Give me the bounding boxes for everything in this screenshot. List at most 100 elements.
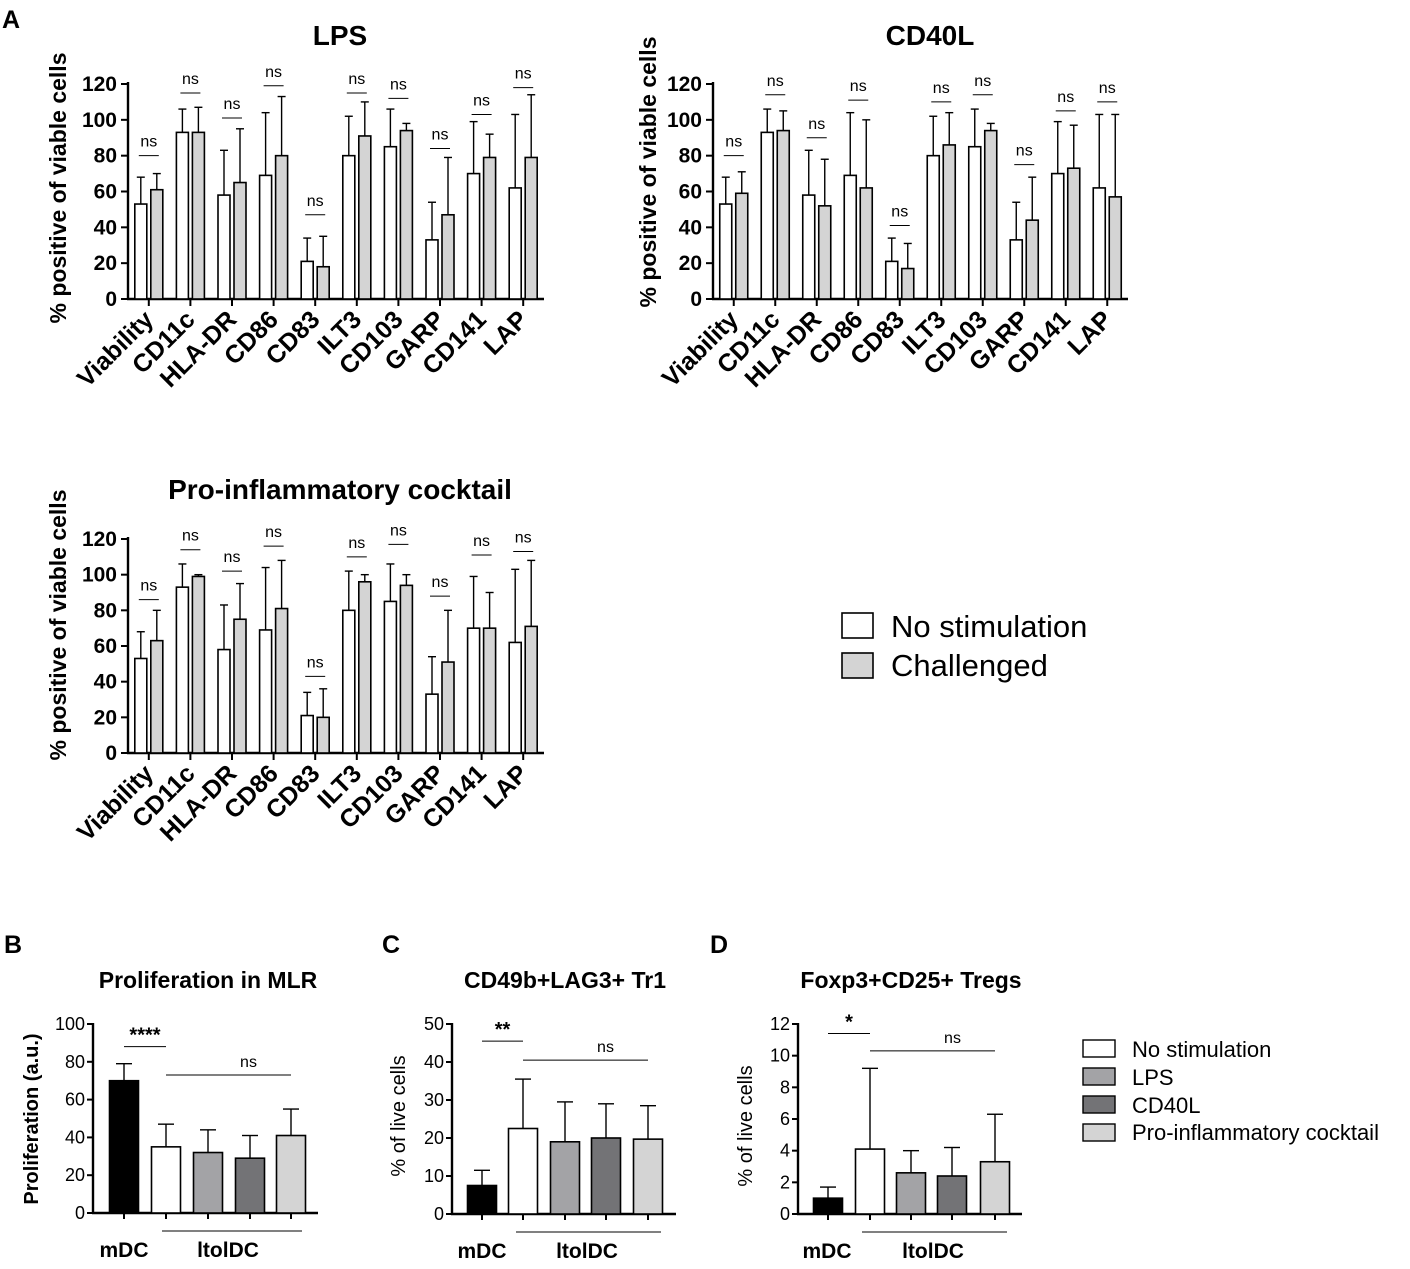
bar [108, 1079, 140, 1214]
y-tick-label: 20 [424, 1128, 444, 1148]
bar [1050, 172, 1065, 300]
y-tick-label: 0 [105, 742, 117, 765]
chart-pro-inflammatory: Pro-inflammatory cocktail % positive of v… [45, 474, 544, 847]
chart-proliferation: Proliferation in MLR Proliferation (a.u.)… [21, 967, 318, 1262]
x-tick-label: LAP [1062, 305, 1117, 360]
y-axis-label: % positive of viable cells [635, 37, 661, 308]
chart-lps: LPS % positive of viable cells 0 20 40 60 80 10… [45, 20, 544, 393]
bar [441, 213, 455, 300]
bar [233, 618, 247, 754]
significance-label: ns [974, 73, 991, 90]
bar [258, 174, 273, 300]
bar [936, 1175, 968, 1215]
bar [1108, 196, 1123, 300]
significance-label: **** [129, 1025, 160, 1047]
significance-label: ns [515, 66, 532, 83]
legend-bcd-label-no-stimulation: No stimulation [1132, 1037, 1271, 1062]
x-tick-label: LAP [478, 305, 533, 360]
significance-label: ns [140, 578, 157, 595]
significance-label: * [845, 1012, 853, 1034]
y-tick-label: 60 [94, 635, 117, 658]
y-tick-label: 2 [780, 1172, 790, 1192]
significance-label: ns [348, 535, 365, 552]
significance-label: ns [432, 574, 449, 591]
bar [801, 194, 816, 300]
significance-label: ns [224, 96, 241, 113]
chart-tregs: Foxp3+CD25+ Tregs % of live cells 0 2 4 6 8 10 1… [735, 967, 1022, 1263]
x-tick-label: LAP [478, 759, 533, 814]
y-tick-label: 10 [424, 1166, 444, 1186]
group-label-mdc: mDC [99, 1239, 148, 1262]
bar [357, 580, 372, 754]
significance-label: ns [240, 1054, 257, 1071]
y-tick-label: 100 [82, 564, 117, 587]
significance-label: ns [265, 524, 282, 541]
panel-letter-d: D [710, 931, 728, 959]
significance-label: ns [390, 76, 407, 93]
significance-label: ns [725, 134, 742, 151]
legend-bcd-swatch-cd40l [1082, 1095, 1116, 1114]
y-tick-label: 20 [94, 252, 117, 275]
legend-a-label-no-stimulation: No stimulation [891, 609, 1087, 644]
chart-title: Foxp3+CD25+ Tregs [800, 967, 1021, 993]
y-tick-label: 100 [82, 109, 117, 132]
significance-label: ns [307, 654, 324, 671]
y-tick-label: 40 [94, 671, 117, 694]
bar [191, 575, 206, 754]
significance-label: ns [891, 204, 908, 221]
y-tick-label: 6 [780, 1109, 790, 1129]
panel-letter-b: B [4, 931, 22, 959]
bar [316, 265, 331, 300]
bar [466, 1184, 498, 1215]
significance-label: ns [348, 71, 365, 88]
bar [508, 641, 523, 754]
bar [859, 187, 874, 300]
legend-a-swatch-challenged [841, 652, 874, 679]
bar [1066, 167, 1081, 300]
significance-label: ns [432, 127, 449, 144]
bar [854, 1148, 886, 1215]
bar [425, 239, 439, 300]
bar [300, 714, 315, 754]
bar [341, 154, 356, 300]
y-tick-label: 4 [780, 1141, 790, 1161]
y-tick-label: 60 [94, 181, 117, 204]
bar [812, 1197, 844, 1215]
panel-letter-c: C [382, 931, 400, 959]
y-tick-label: 80 [94, 145, 117, 168]
bar [357, 135, 372, 300]
bar [441, 661, 455, 754]
legend-a: No stimulation Challenged [841, 609, 1087, 683]
bar [175, 586, 190, 754]
significance-label: ns [224, 549, 241, 566]
bar [383, 600, 398, 754]
significance-label: ns [1016, 143, 1033, 160]
bar [150, 188, 164, 300]
significance-label: ns [1057, 89, 1074, 106]
chart-title: LPS [313, 20, 367, 51]
significance-label: ns [597, 1039, 614, 1056]
chart-title: Pro-inflammatory cocktail [168, 474, 512, 505]
y-tick-label: 0 [75, 1203, 85, 1223]
bar [895, 1172, 927, 1215]
chart-title: CD40L [886, 20, 975, 51]
bar [983, 129, 998, 300]
significance-label: ns [808, 116, 825, 133]
y-tick-label: 120 [82, 528, 117, 551]
significance-label: ** [495, 1019, 511, 1041]
y-axis-label: % of live cells [735, 1065, 757, 1186]
y-axis-label: Proliferation (a.u.) [21, 1033, 43, 1204]
bar [258, 629, 273, 754]
y-tick-label: 80 [65, 1052, 85, 1072]
y-tick-label: 40 [94, 216, 117, 239]
bar [466, 172, 481, 300]
bar [1092, 187, 1107, 300]
significance-label: ns [473, 533, 490, 550]
y-tick-label: 80 [679, 145, 702, 168]
legend-bcd-label-pro-inflammatory: Pro-inflammatory cocktail [1132, 1120, 1379, 1145]
panel-letter-a: A [2, 6, 20, 34]
bar [590, 1137, 622, 1215]
bar [507, 1127, 539, 1215]
chart-tr1: CD49b+LAG3+ Tr1 % of live cells 0 10 20 30 40 5… [388, 967, 676, 1263]
legend-bcd-swatch-pro-inflammatory [1082, 1123, 1116, 1142]
